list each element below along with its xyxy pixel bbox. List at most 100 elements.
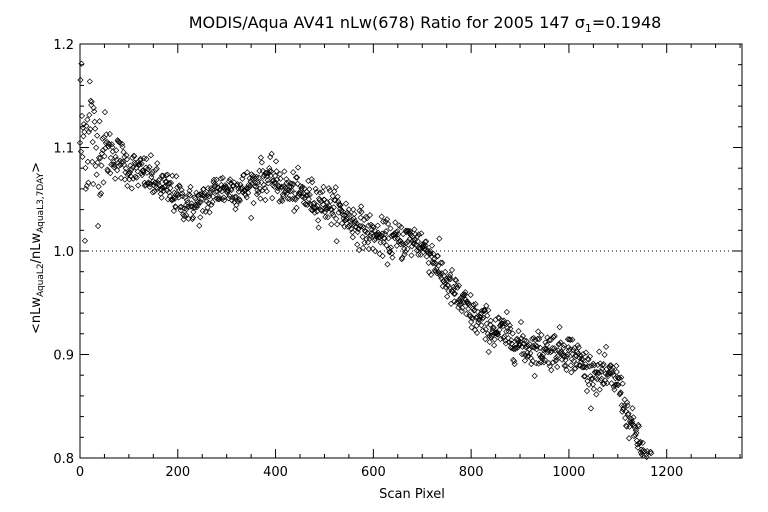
data-point [271, 179, 278, 186]
data-point [586, 363, 593, 370]
data-point [280, 193, 287, 200]
data-point [384, 261, 391, 268]
data-point [589, 375, 596, 382]
data-point [500, 317, 507, 324]
data-point [562, 362, 570, 369]
data-point [84, 116, 91, 123]
data-point [588, 362, 595, 369]
data-point [463, 310, 470, 318]
data-point [161, 183, 169, 190]
data-point [328, 206, 335, 213]
data-point [530, 342, 537, 350]
data-point [320, 183, 327, 190]
data-point [499, 322, 507, 330]
data-point [151, 188, 158, 195]
data-point [172, 204, 179, 211]
data-point [308, 176, 315, 183]
data-point [622, 414, 629, 422]
data-points [76, 60, 655, 461]
data-point [495, 315, 503, 322]
data-point [504, 319, 511, 326]
data-point [453, 282, 460, 290]
data-point [384, 220, 392, 228]
data-point [551, 345, 558, 352]
data-point [159, 184, 166, 191]
data-point [582, 361, 589, 368]
data-point [569, 350, 576, 358]
data-point [480, 314, 487, 321]
data-point [490, 324, 497, 331]
data-point [450, 290, 458, 297]
data-point [218, 188, 225, 195]
data-point [359, 244, 367, 252]
y-tick-label: 0.8 [53, 452, 74, 467]
data-point [423, 238, 430, 245]
data-point [178, 186, 185, 194]
data-point [99, 147, 107, 154]
data-point [346, 211, 353, 218]
data-point [174, 184, 181, 191]
data-point [418, 230, 425, 237]
data-point [484, 330, 491, 337]
data-point [512, 344, 519, 352]
data-point [415, 231, 422, 238]
data-point [561, 353, 569, 360]
data-point [96, 191, 104, 199]
data-point [155, 180, 162, 187]
data-point [316, 189, 324, 196]
data-point [597, 360, 604, 367]
data-point [409, 237, 417, 244]
data-point [253, 191, 261, 198]
data-point [190, 208, 197, 216]
data-point [298, 185, 305, 192]
data-point [518, 351, 526, 358]
data-point [113, 156, 120, 163]
data-point [421, 243, 428, 250]
data-point [590, 360, 597, 367]
data-point [517, 318, 525, 326]
data-point [404, 245, 411, 252]
data-point [231, 194, 239, 201]
data-point [578, 358, 585, 365]
data-point [260, 181, 267, 188]
data-point [348, 225, 355, 233]
data-point [120, 148, 127, 156]
data-point [581, 373, 589, 380]
data-point [114, 167, 121, 174]
data-point [371, 236, 378, 244]
data-point [209, 193, 217, 200]
x-axis: 0 200 400 600 800 1000 1200 [76, 44, 741, 480]
data-point [436, 235, 443, 242]
data-point [124, 182, 131, 190]
data-point [366, 212, 374, 219]
data-point [118, 140, 126, 148]
data-point [563, 366, 570, 373]
x-axis-label: Scan Pixel [379, 487, 445, 502]
data-point [536, 336, 543, 343]
y-tick-label: 1.1 [53, 142, 74, 157]
data-point [264, 177, 271, 184]
data-point [309, 179, 316, 186]
data-point [256, 185, 264, 192]
data-point [444, 293, 451, 300]
data-point [587, 372, 594, 380]
data-point [347, 218, 354, 225]
data-point [579, 364, 586, 371]
data-point [154, 160, 161, 167]
data-point [137, 155, 144, 162]
data-point [339, 208, 347, 215]
data-point [306, 186, 313, 193]
data-point [82, 164, 89, 172]
data-point [597, 377, 604, 384]
data-point [427, 271, 435, 278]
data-point [539, 351, 547, 358]
data-point [189, 214, 197, 221]
data-point [138, 160, 145, 167]
data-point [395, 231, 402, 238]
data-point [333, 215, 340, 222]
data-point [547, 349, 554, 356]
data-point [255, 189, 262, 196]
data-point [328, 221, 335, 228]
